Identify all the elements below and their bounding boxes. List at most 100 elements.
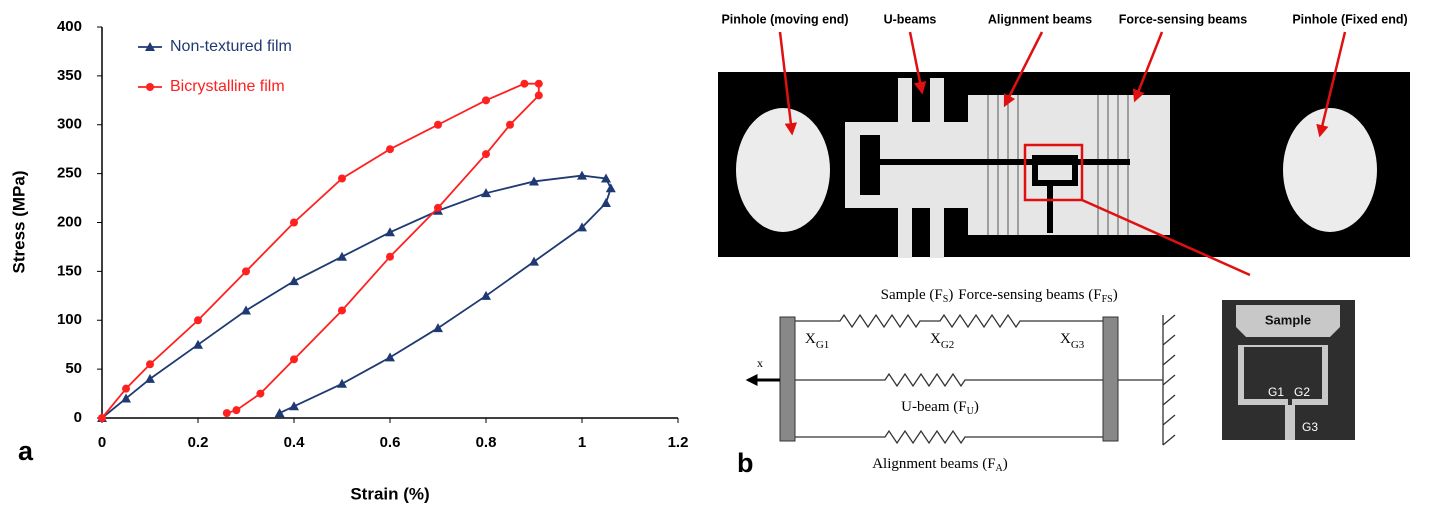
- marker: [535, 80, 543, 88]
- marker: [337, 379, 347, 388]
- marker: [145, 374, 155, 383]
- marker: [577, 171, 587, 180]
- label-text: Sample (F: [881, 287, 943, 303]
- legend-label: Bicrystalline film: [170, 78, 285, 95]
- callout: Pinhole (moving end): [721, 12, 848, 26]
- marker: [337, 252, 347, 261]
- gap-sub: G3: [1071, 339, 1085, 351]
- marker: [535, 91, 543, 99]
- marker: [194, 316, 202, 324]
- series-line: [102, 176, 611, 418]
- gap-base: X: [805, 331, 816, 347]
- rigid-bar: [780, 317, 795, 441]
- marker: [122, 385, 130, 393]
- u-beam: [898, 78, 912, 258]
- y-tick-label: 250: [57, 165, 82, 182]
- x-tick-label: 0.8: [476, 434, 497, 451]
- marker: [385, 227, 395, 236]
- marker: [193, 340, 203, 349]
- panel-label: a: [18, 436, 34, 466]
- gap-label: XG1: [805, 331, 829, 350]
- diagram-panel: Pinhole (moving end) U-beams Alignment b…: [718, 12, 1410, 478]
- marker: [290, 355, 298, 363]
- marker: [434, 121, 442, 129]
- spring-label: Sample (FS): [881, 287, 954, 305]
- spring-label: U-beam (FU): [901, 399, 979, 417]
- marker: [482, 150, 490, 158]
- inset-label: G3: [1302, 420, 1318, 434]
- marker: [433, 323, 443, 332]
- marker: [290, 219, 298, 227]
- legend-label: Non-textured film: [170, 38, 292, 55]
- legend-marker: [146, 83, 154, 91]
- gap-base: X: [1060, 331, 1071, 347]
- marker: [241, 305, 251, 314]
- y-tick-label: 300: [57, 116, 82, 133]
- marker: [520, 80, 528, 88]
- stem: [862, 159, 1130, 165]
- y-tick-label: 350: [57, 67, 82, 84]
- x-tick-label: 0.4: [284, 434, 306, 451]
- callout: Force-sensing beams: [1119, 12, 1248, 26]
- label-text: ): [1003, 456, 1008, 472]
- marker: [386, 253, 394, 261]
- chart-panel: Strain (%) Stress (MPa) a 0 50 100 150 200 25…: [9, 18, 688, 504]
- u-beam: [930, 78, 944, 258]
- x-tick-label: 0: [98, 434, 106, 451]
- marker: [529, 257, 539, 266]
- y-tick-label: 50: [65, 360, 82, 377]
- marker: [481, 291, 491, 300]
- marker: [482, 96, 490, 104]
- marker: [338, 306, 346, 314]
- gap-base: X: [930, 331, 941, 347]
- y-tick-label: 150: [57, 262, 82, 279]
- marker: [506, 121, 514, 129]
- y-tick-label: 0: [74, 409, 82, 426]
- marker: [256, 390, 264, 398]
- marker: [601, 198, 611, 207]
- marker: [289, 276, 299, 285]
- inset-label: G1: [1268, 385, 1284, 399]
- x-axis-title: Strain (%): [350, 484, 429, 503]
- label-text: ): [974, 399, 979, 415]
- x-tick-label: 0.2: [188, 434, 209, 451]
- gap-label: XG2: [930, 331, 954, 350]
- series-line: [102, 84, 539, 418]
- x-tick-label: 1.2: [668, 434, 689, 451]
- y-axis-title: Stress (MPa): [9, 171, 28, 274]
- pinhole: [1283, 108, 1377, 232]
- label-text: Force-sensing beams (F: [958, 287, 1101, 303]
- marker: [98, 414, 106, 422]
- marker: [146, 360, 154, 368]
- gap-label: XG3: [1060, 331, 1085, 350]
- marker: [289, 401, 299, 410]
- callout: U-beams: [884, 12, 937, 26]
- marker: [606, 183, 616, 192]
- marker: [434, 204, 442, 212]
- direction-label: x: [757, 356, 763, 370]
- x-tick-label: 0.6: [380, 434, 401, 451]
- label-sub: FS: [1102, 294, 1113, 305]
- panel-label: b: [737, 448, 754, 478]
- y-tick-label: 400: [57, 18, 82, 35]
- marker: [275, 408, 285, 417]
- gap-sub: G2: [941, 339, 954, 351]
- callout: Alignment beams: [988, 12, 1092, 26]
- callout: Pinhole (Fixed end): [1292, 12, 1407, 26]
- label-text: U-beam (F: [901, 399, 966, 415]
- y-tick-label: 100: [57, 311, 82, 328]
- inset-label: Sample: [1265, 312, 1311, 327]
- marker: [242, 267, 250, 275]
- label-text: ): [948, 287, 953, 303]
- pinhole: [736, 108, 830, 232]
- label-text: ): [1113, 287, 1118, 303]
- inset-label: G2: [1294, 385, 1310, 399]
- rigid-bar: [1103, 317, 1118, 441]
- marker: [338, 175, 346, 183]
- spring-label: Alignment beams (FA): [872, 456, 1008, 474]
- gap-sub: G1: [816, 339, 829, 351]
- spring-label: Force-sensing beams (FFS): [958, 287, 1117, 305]
- marker: [385, 352, 395, 361]
- marker: [386, 145, 394, 153]
- y-tick-label: 200: [57, 213, 82, 230]
